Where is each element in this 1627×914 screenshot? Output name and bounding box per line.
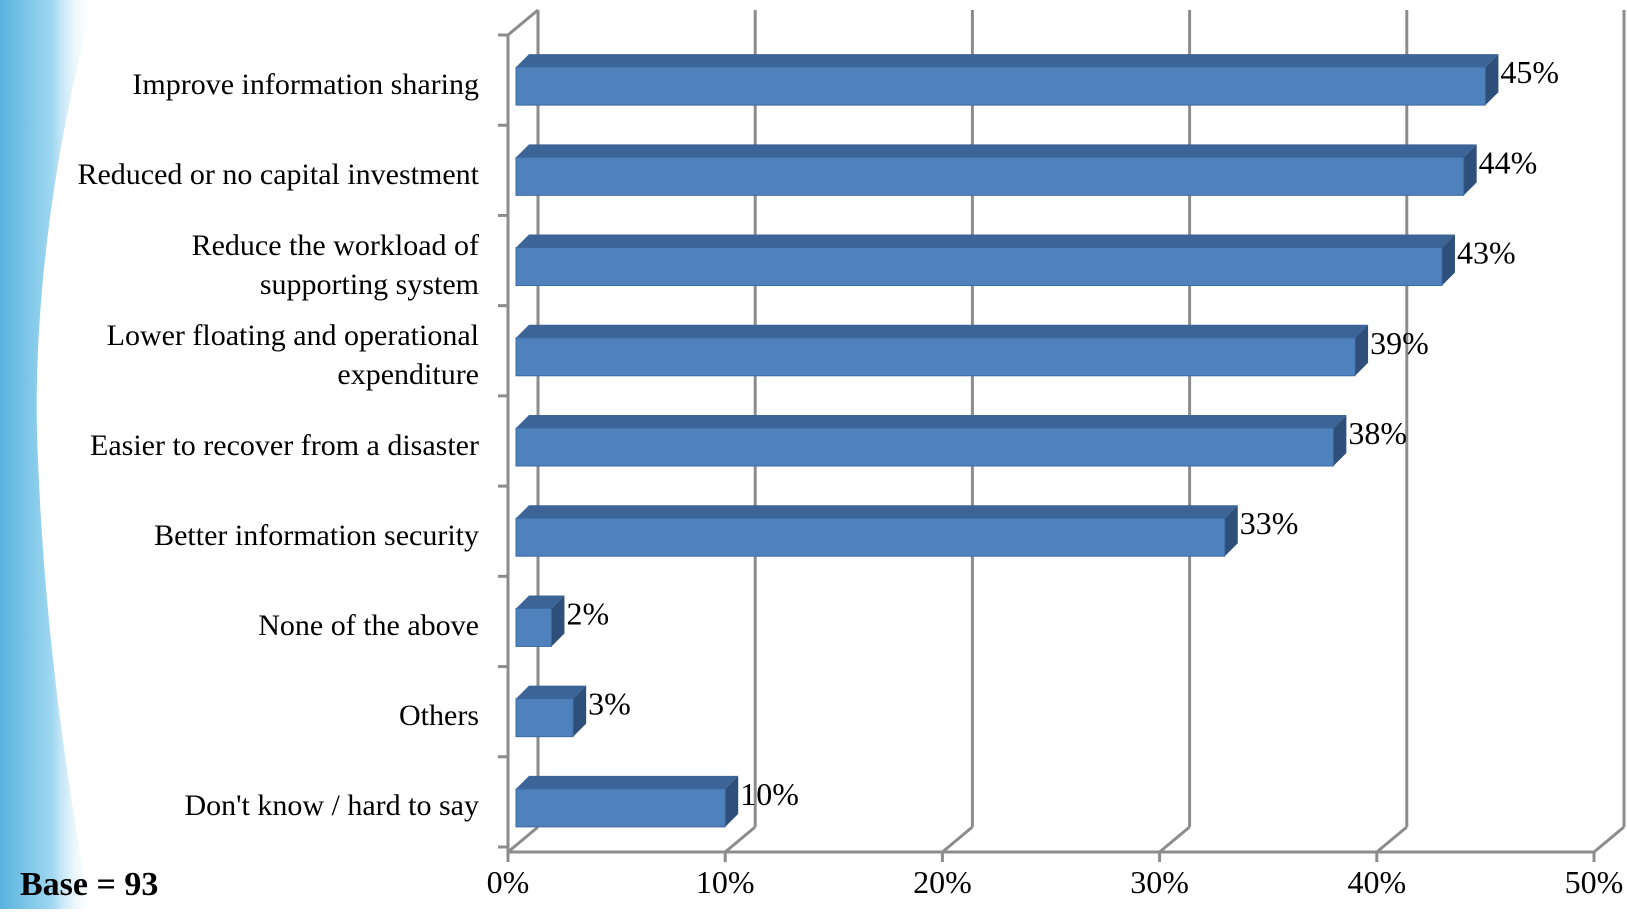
x-tick-label: 30% <box>1130 864 1189 900</box>
bar <box>515 247 1443 287</box>
base-note: Base = 93 <box>20 866 159 903</box>
bar-value-label: 38% <box>1348 415 1407 451</box>
bar-top <box>516 685 587 699</box>
gridline-depth <box>507 825 539 854</box>
gridline-depth <box>1593 825 1625 854</box>
category-label: Lower floating and operational expenditu… <box>106 318 479 391</box>
x-axis: 0% 10% 20% 30% 40% 50% <box>487 33 1624 900</box>
bar-top <box>516 54 1499 68</box>
bar-top <box>516 144 1477 158</box>
gridline-depth <box>1158 825 1191 854</box>
gridline-depth <box>724 825 757 854</box>
bar <box>515 427 1334 467</box>
category-label: Don't know / hard to say <box>184 789 479 823</box>
category-label: Easier to recover from a disaster <box>90 428 479 462</box>
x-tick-label: 10% <box>696 864 755 900</box>
bar-side <box>1333 415 1347 466</box>
bar-top <box>516 415 1347 428</box>
bar-side <box>725 775 739 827</box>
bar-side <box>1485 54 1499 106</box>
y-axis-top-edge <box>507 8 539 37</box>
bar-top <box>516 775 739 789</box>
category-label: Others <box>399 699 479 733</box>
bar-value-label: 44% <box>1479 144 1538 180</box>
category-label: Improve information sharing <box>132 67 479 101</box>
bar-top <box>516 234 1455 248</box>
bar-side <box>1224 505 1238 557</box>
bar <box>515 517 1226 557</box>
bar <box>515 607 552 647</box>
x-tick-label: 50% <box>1565 864 1624 900</box>
bar <box>515 66 1486 106</box>
gridline-depth <box>941 825 974 854</box>
bar-value-label: 39% <box>1370 325 1429 361</box>
bar-side <box>551 595 565 647</box>
bar-top <box>516 324 1369 338</box>
category-label: Better information security <box>154 518 479 552</box>
bar <box>515 156 1465 196</box>
x-tick-label: 0% <box>487 864 530 900</box>
bars: 45% 44% 43% 39% 38% 33% 2% 3% 10% <box>515 54 1559 828</box>
bar-value-label: 3% <box>588 686 631 722</box>
x-tick-label: 20% <box>913 864 972 900</box>
bar-value-label: 2% <box>566 595 609 631</box>
x-tick-label: 40% <box>1347 864 1406 900</box>
gridline-depth <box>1375 825 1408 854</box>
bar-value-label: 45% <box>1500 54 1559 90</box>
background-swoosh <box>0 0 95 909</box>
bar <box>515 788 726 828</box>
bar-side <box>1463 144 1477 196</box>
category-label: None of the above <box>258 608 479 642</box>
bar-side <box>1441 234 1455 286</box>
bar-top <box>516 595 565 609</box>
bar <box>515 337 1356 377</box>
bar-value-label: 10% <box>740 776 799 812</box>
category-label: Reduce the workload of supporting system <box>191 228 479 301</box>
bar-side <box>1355 324 1369 376</box>
bar-value-label: 43% <box>1457 235 1516 271</box>
bar <box>515 698 574 738</box>
bar-side <box>573 685 587 737</box>
bar-value-label: 33% <box>1240 505 1299 541</box>
bar-top <box>516 505 1238 519</box>
category-label: Reduced or no capital investment <box>77 157 479 191</box>
